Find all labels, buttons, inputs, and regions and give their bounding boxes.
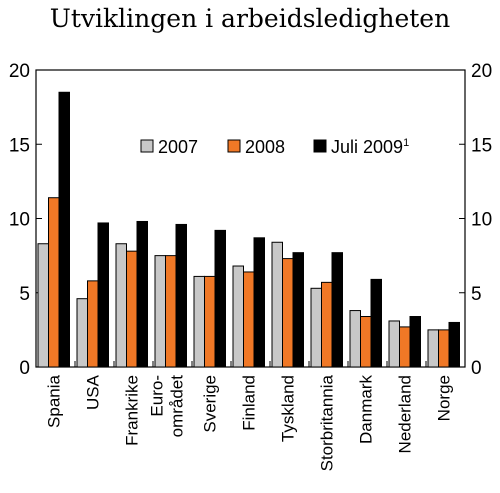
bar-2008	[87, 280, 99, 368]
bar-2007	[115, 243, 127, 368]
legend-label: 2007	[158, 137, 198, 157]
x-category-label: Spania	[45, 374, 64, 427]
x-category-label: Euro-området	[148, 375, 187, 438]
legend-footnote-mark: 1	[403, 137, 409, 149]
y-tick-label-left: 10	[9, 210, 30, 231]
x-category-label: Danmark	[357, 375, 376, 444]
bar-2007	[232, 265, 244, 368]
bar-2008	[282, 258, 294, 368]
bar-juli-2009	[409, 316, 421, 368]
y-tick-label-right: 20	[471, 61, 492, 82]
x-category-label: Nederland	[396, 375, 415, 453]
bar-2007	[154, 255, 166, 368]
y-tick-label-left: 5	[19, 284, 30, 305]
legend-swatch	[140, 139, 154, 153]
bar-juli-2009	[253, 237, 265, 368]
legend: 2007 2008 Juli 20091	[140, 137, 409, 157]
bar-2007	[427, 329, 439, 368]
bar-2007	[193, 275, 205, 368]
x-category-label: Finland	[240, 375, 259, 431]
plot-area: 0 0 5 5 10 10 15 15 20 20 Spania USA Frankrike Euro-o…	[9, 61, 492, 471]
y-tick-label-left: 20	[9, 61, 30, 82]
bar-2008	[243, 271, 255, 368]
bar-2007	[76, 298, 88, 368]
x-category-label: USA	[84, 374, 103, 410]
bar-2007	[37, 243, 49, 368]
bar-juli-2009	[175, 223, 187, 368]
x-category-label: Norge	[435, 375, 454, 421]
y-tick-label-left: 0	[19, 358, 30, 379]
x-category-label: Sverige	[201, 375, 220, 433]
y-tick-label-left: 15	[9, 135, 30, 156]
bar-juli-2009	[292, 252, 304, 368]
bar-juli-2009	[58, 91, 70, 368]
x-category-label: Tyskland	[279, 375, 298, 442]
x-category-label: Frankrike	[123, 375, 142, 446]
y-tick-label-right: 5	[471, 284, 482, 305]
bar-2008	[360, 316, 372, 368]
bar-2008	[126, 250, 138, 368]
bar-2007	[271, 241, 283, 368]
bar-2008	[204, 275, 216, 368]
bar-juli-2009	[448, 321, 460, 368]
legend-swatch	[227, 139, 241, 153]
bar-juli-2009	[331, 252, 343, 368]
bar-2008	[321, 281, 333, 368]
bar-2007	[388, 320, 400, 368]
bar-2008	[165, 255, 177, 368]
y-tick-label-right: 0	[471, 358, 482, 379]
bar-juli-2009	[214, 229, 226, 368]
bar-juli-2009	[97, 222, 109, 368]
y-tick-label-right: 10	[471, 210, 492, 231]
legend-swatch	[313, 139, 327, 153]
legend-label: 2008	[245, 137, 285, 157]
bar-2007	[349, 310, 361, 368]
bar-2008	[399, 326, 411, 368]
bar-2007	[310, 287, 322, 368]
bar-juli-2009	[370, 278, 382, 368]
chart-title: Utviklingen i arbeidsledigheten	[50, 4, 450, 33]
y-tick-label-right: 15	[471, 135, 492, 156]
legend-label: Juli 20091	[331, 137, 409, 157]
bar-2008	[438, 329, 450, 368]
bar-2008	[48, 197, 60, 368]
bar-juli-2009	[136, 220, 148, 368]
x-category-label: Storbritannia	[318, 374, 337, 471]
